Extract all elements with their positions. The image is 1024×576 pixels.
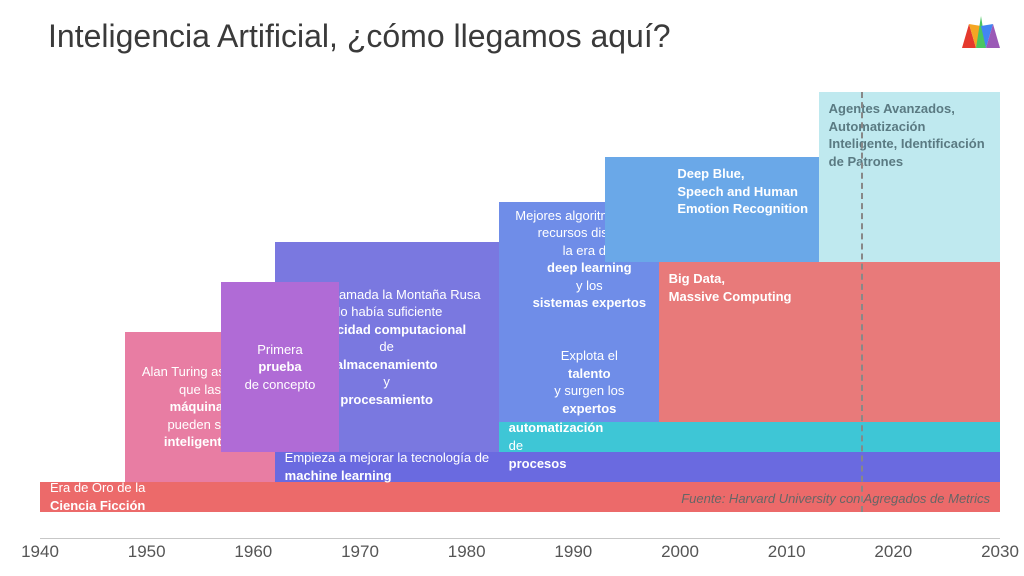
tick-1960: 1960 xyxy=(234,542,272,562)
block-auto-proc: Inicia la automatización de procesos xyxy=(499,422,1000,452)
tick-1970: 1970 xyxy=(341,542,379,562)
page-title: Inteligencia Artificial, ¿cómo llegamos … xyxy=(48,18,671,55)
block-bigdata: Big Data,Massive Computing xyxy=(659,262,1000,422)
tick-1980: 1980 xyxy=(448,542,486,562)
timeline-chart: Era de Oro de la Ciencia FicciónEmpieza … xyxy=(40,82,1000,512)
tick-2000: 2000 xyxy=(661,542,699,562)
tick-1950: 1950 xyxy=(128,542,166,562)
source-citation: Fuente: Harvard University con Agregados… xyxy=(681,491,990,506)
axis-line xyxy=(40,538,1000,539)
tick-2020: 2020 xyxy=(874,542,912,562)
block-ml-tech: Empieza a mejorar la tecnología de machi… xyxy=(275,452,1000,482)
block-agentes: Agentes Avanzados, Automatización Inteli… xyxy=(819,92,1000,262)
tick-2010: 2010 xyxy=(768,542,806,562)
tick-2030: 2030 xyxy=(981,542,1019,562)
tick-1940: 1940 xyxy=(21,542,59,562)
present-divider xyxy=(861,92,863,512)
logo-icon xyxy=(962,16,1000,53)
tick-1990: 1990 xyxy=(554,542,592,562)
block-prueba: Primera prueba de concepto xyxy=(221,282,338,452)
